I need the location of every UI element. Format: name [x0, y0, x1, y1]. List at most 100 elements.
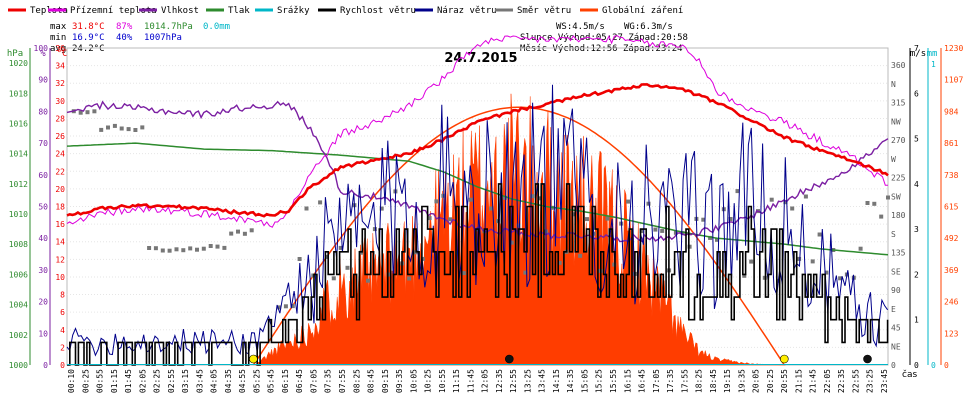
wind-direction-point: [735, 189, 740, 194]
wind-direction-point: [803, 194, 808, 199]
temperature-tick: 16: [55, 220, 65, 229]
plot-area: [66, 35, 890, 366]
humidity-tick: 20: [38, 298, 48, 307]
x-tick: 21:15: [794, 369, 803, 393]
stats-max-press: 1014.7hPa: [144, 22, 193, 32]
radiation-tick: 492: [944, 234, 959, 243]
x-tick-label: 08:45: [367, 369, 376, 393]
x-tick: 02:55: [167, 369, 176, 393]
wind-direction-point: [420, 256, 425, 261]
temperature-tick: 18: [55, 203, 65, 212]
stats-max-label: max: [50, 22, 67, 32]
wind-direction-tick: S: [891, 230, 896, 239]
x-tick: 12:55: [509, 369, 518, 393]
wind-speed-tick: 1: [914, 316, 919, 325]
wind-direction-tick: 180: [891, 211, 906, 220]
x-tick: 01:15: [110, 369, 119, 393]
wind-speed-tick: 0: [914, 361, 919, 370]
legend-label-6: Náraz větru: [437, 6, 497, 16]
pressure-axis-unit: hPa: [7, 49, 23, 59]
wind-direction-point: [728, 217, 733, 221]
wind-direction-point: [886, 195, 890, 200]
temperature-tick: 22: [55, 167, 65, 176]
pressure-tick: 1016: [9, 119, 28, 128]
x-tick-label: 07:05: [310, 369, 319, 393]
x-tick: 02:25: [153, 369, 162, 393]
humidity-tick: 30: [38, 266, 48, 275]
x-tick-label: 16:45: [638, 369, 647, 393]
x-tick: 20:55: [780, 369, 789, 393]
sun-times: Slunce Východ:05:27 Západ:20:58: [520, 33, 688, 43]
radiation-tick: 861: [944, 139, 959, 148]
legend-label-1: Přízemní teplota: [70, 6, 157, 16]
wind-direction-point: [455, 250, 459, 255]
x-tick: 10:05: [409, 369, 418, 393]
x-tick: 10:55: [438, 369, 447, 393]
wind-direction-point: [557, 260, 562, 265]
x-tick-label: 10:25: [424, 369, 433, 393]
legend-label-8: Globální záření: [602, 6, 683, 16]
temperature-tick: 10: [55, 273, 65, 282]
x-tick: 16:45: [638, 369, 647, 393]
humidity-tick: 80: [38, 107, 48, 116]
wind-speed-tick: 4: [914, 180, 919, 189]
stats-max-hum: 87%: [116, 22, 133, 32]
wind-direction-point: [639, 229, 644, 234]
x-tick: 15:55: [609, 369, 618, 393]
wind-direction-point: [797, 256, 802, 261]
wind-direction-tick: 90: [891, 286, 901, 295]
x-tick: 04:55: [238, 369, 247, 393]
x-tick: 17:55: [680, 369, 689, 393]
x-tick-label: 12:05: [481, 369, 490, 393]
wind-direction-tick: 135: [891, 249, 906, 258]
pressure-tick: 1008: [9, 240, 28, 249]
pressure-tick: 1020: [9, 59, 28, 68]
x-tick: 08:45: [367, 369, 376, 393]
x-tick-label: 08:25: [352, 369, 361, 393]
sunset-marker: [779, 354, 789, 364]
wind-direction-point: [427, 216, 432, 221]
humidity-tick: 50: [38, 203, 48, 212]
stats-min-label: min: [50, 33, 66, 43]
wind-direction-point: [502, 195, 507, 200]
pressure-tick: 1010: [9, 210, 28, 219]
wind-direction-point: [345, 265, 350, 270]
pressure-tick: 1000: [9, 361, 28, 370]
humidity-tick: 40: [38, 234, 48, 243]
wind-direction-point: [708, 235, 713, 240]
x-tick-label: 15:55: [609, 369, 618, 393]
x-tick-label: 05:45: [267, 369, 276, 393]
wind-direction-point: [523, 270, 528, 275]
x-tick: 06:15: [281, 369, 290, 393]
wind-direction-point: [366, 278, 370, 283]
wind-direction-point: [461, 271, 466, 276]
left-axes: hPa% °C1020101810161014101210101008100610…: [7, 44, 68, 370]
wind-direction-tick: 225: [891, 174, 906, 183]
wind-direction-point: [571, 212, 576, 217]
x-tick-label: 19:35: [737, 369, 746, 393]
wind-direction-point: [872, 201, 877, 206]
wind-direction-point: [701, 217, 706, 222]
legend-label-5: Rychlost větru: [340, 6, 416, 16]
x-tick-label: 07:55: [338, 369, 347, 393]
temperature-tick: 26: [55, 132, 65, 141]
x-tick-label: 21:45: [809, 369, 818, 393]
wind-direction-point: [304, 206, 309, 211]
stats-max-rain: 0.0mm: [203, 22, 230, 32]
x-tick-label: 18:25: [695, 369, 704, 393]
x-tick-label: 12:35: [495, 369, 504, 393]
wind-direction-point: [249, 228, 254, 233]
temperature-axis-unit: °C: [57, 49, 68, 59]
humidity-tick: 100: [34, 44, 49, 53]
temperature-tick: 8: [60, 291, 65, 300]
wind-direction-tick: W: [891, 155, 896, 164]
wind-direction-point: [236, 229, 240, 234]
x-tick-label: 00:25: [81, 369, 90, 393]
x-tick: 20:25: [766, 369, 775, 393]
wind-direction-point: [297, 257, 302, 261]
x-tick-label: 17:55: [680, 369, 689, 393]
x-tick-label: 17:05: [652, 369, 661, 393]
temperature-tick: 4: [60, 326, 65, 335]
x-tick-label: 13:45: [538, 369, 547, 393]
wind-direction-tick: SW: [891, 192, 901, 201]
